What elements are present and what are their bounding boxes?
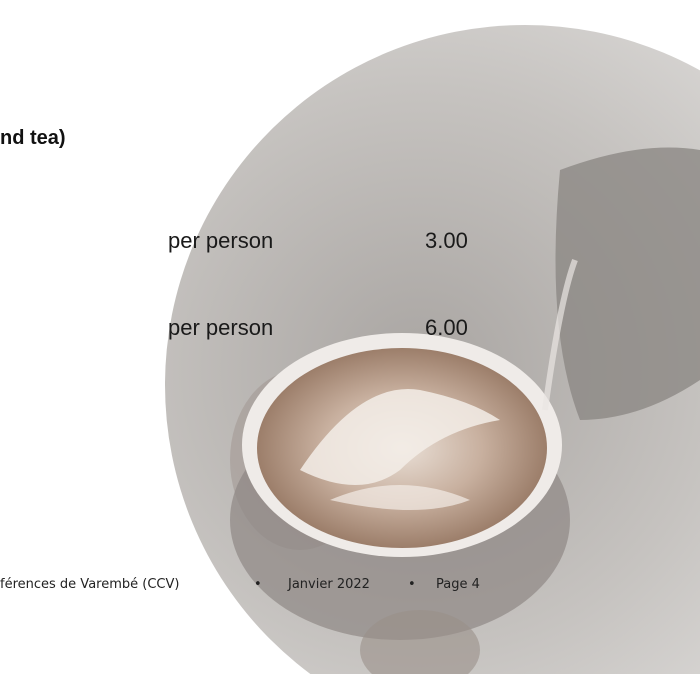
footer-venue: férences de Varembé (CCV) (0, 577, 179, 592)
price: 6.00 (425, 315, 468, 340)
heading: nd tea) (0, 127, 66, 149)
footer-separator: • (254, 577, 262, 592)
unit: per person (168, 315, 273, 340)
price: 3.00 (425, 228, 468, 253)
unit: per person (168, 228, 273, 253)
footer-page: Page 4 (436, 577, 480, 592)
footer-date: Janvier 2022 (287, 577, 370, 592)
footer-separator: • (408, 577, 416, 592)
